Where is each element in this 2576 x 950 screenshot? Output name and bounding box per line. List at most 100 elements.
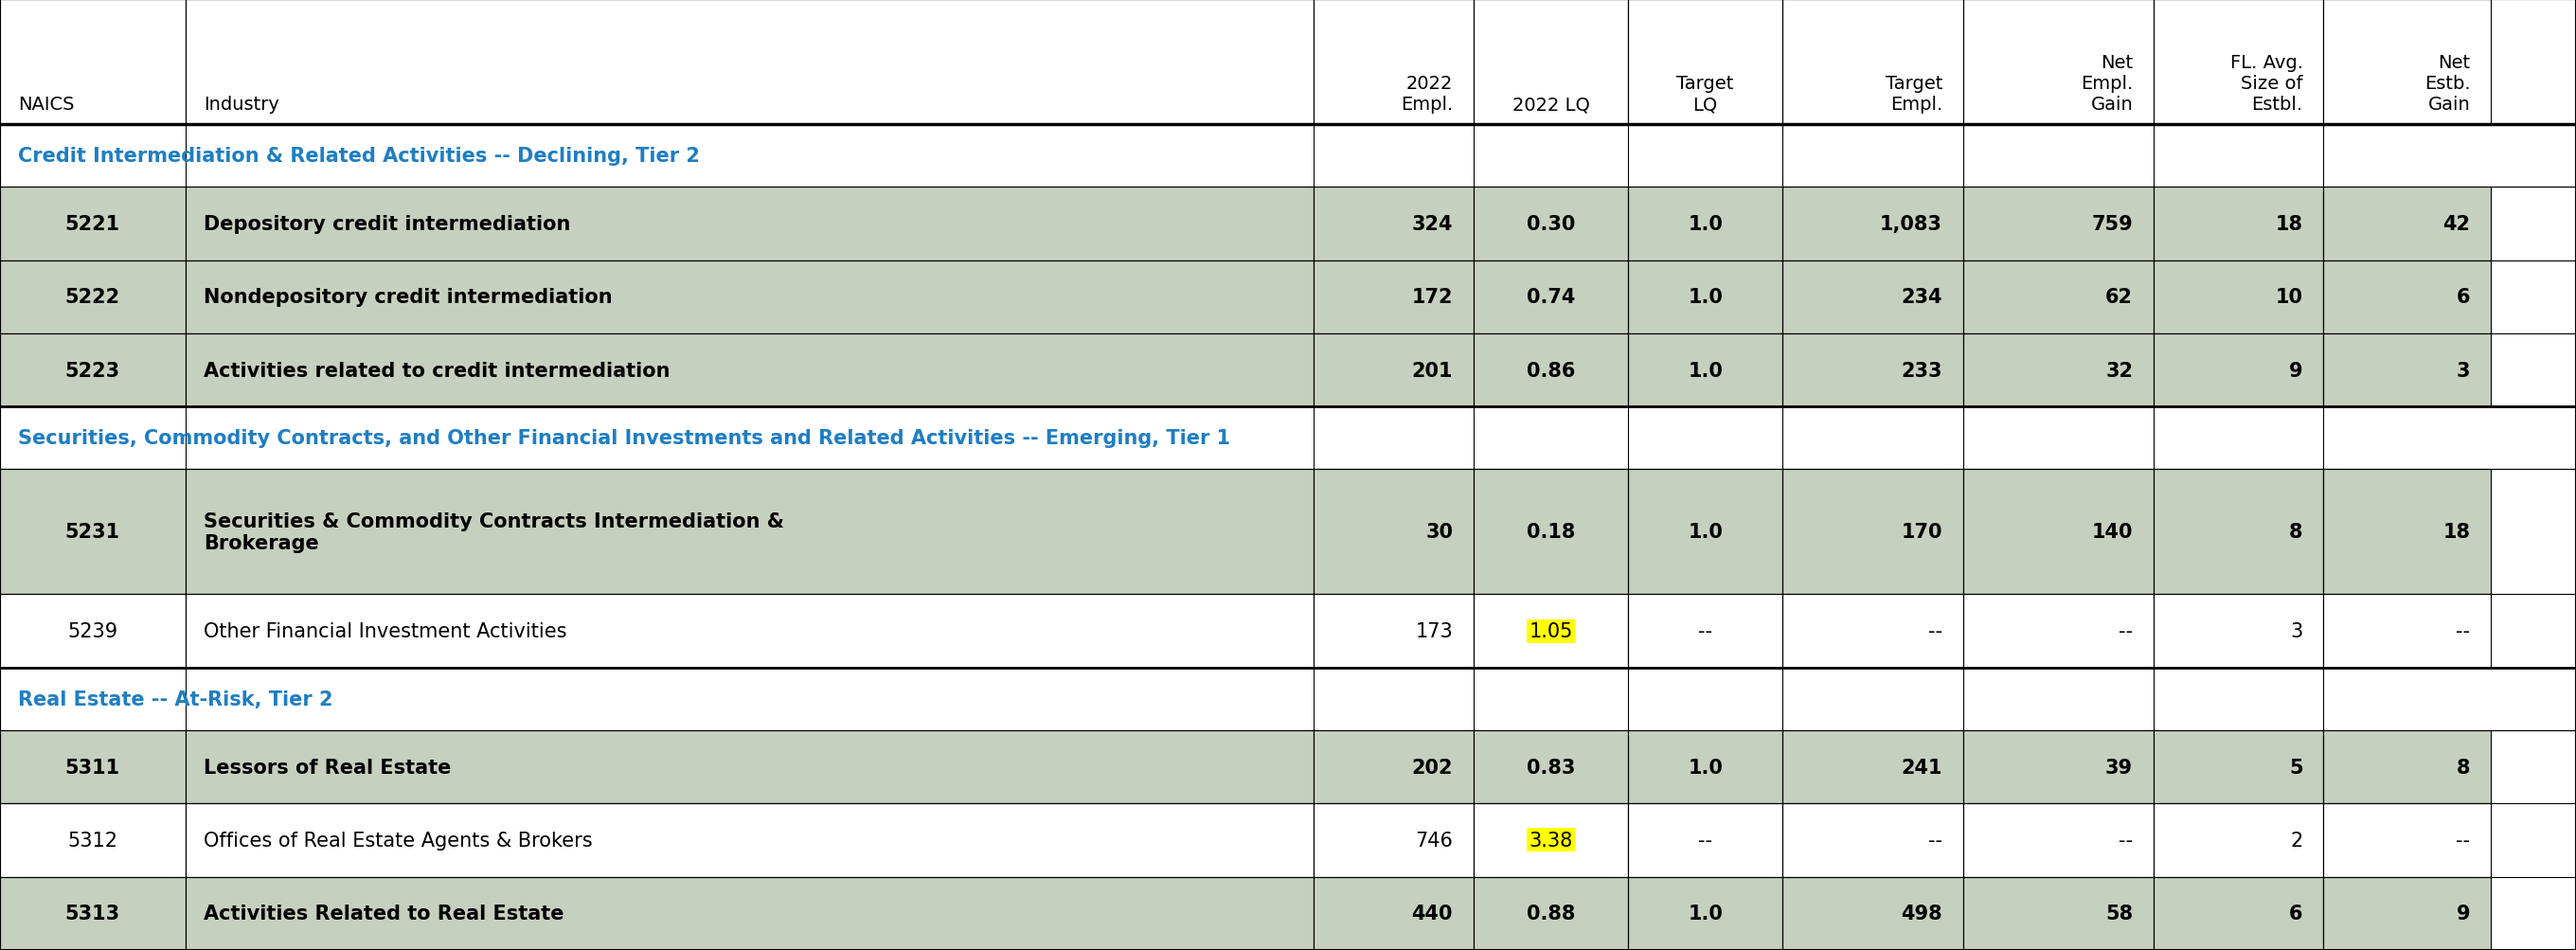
- Bar: [2154, 595, 2324, 668]
- Bar: [2154, 260, 2324, 334]
- Text: Securities, Commodity Contracts, and Other Financial Investments and Related Act: Securities, Commodity Contracts, and Oth…: [18, 429, 1231, 447]
- Bar: [1963, 187, 2154, 260]
- Bar: [0, 334, 185, 408]
- Bar: [2324, 731, 2491, 804]
- Bar: [0, 469, 185, 595]
- Text: 3: 3: [2290, 622, 2303, 640]
- Text: 746: 746: [1414, 830, 1453, 849]
- Bar: [0, 668, 2576, 731]
- Bar: [1628, 260, 1783, 334]
- Text: 18: 18: [2275, 215, 2303, 234]
- Text: --: --: [2455, 622, 2470, 640]
- Text: Activities Related to Real Estate: Activities Related to Real Estate: [204, 904, 564, 922]
- Text: 1,083: 1,083: [1880, 215, 1942, 234]
- Text: Target
Empl.: Target Empl.: [1886, 75, 1942, 114]
- Text: 58: 58: [2105, 904, 2133, 922]
- Bar: [1314, 0, 1473, 125]
- Text: 0.74: 0.74: [1528, 288, 1574, 307]
- Bar: [1783, 731, 1963, 804]
- Bar: [2154, 804, 2324, 877]
- Bar: [185, 334, 1314, 408]
- Text: --: --: [1927, 830, 1942, 849]
- Text: 170: 170: [1901, 523, 1942, 542]
- Bar: [0, 731, 185, 804]
- Text: 440: 440: [1412, 904, 1453, 922]
- Text: Credit Intermediation & Related Activities -- Declining, Tier 2: Credit Intermediation & Related Activiti…: [18, 147, 701, 165]
- Bar: [1314, 804, 1473, 877]
- Bar: [2324, 187, 2491, 260]
- Bar: [1628, 187, 1783, 260]
- Text: 498: 498: [1901, 904, 1942, 922]
- Text: 5223: 5223: [64, 361, 121, 380]
- Bar: [185, 804, 1314, 877]
- Bar: [2324, 469, 2491, 595]
- Text: 5313: 5313: [64, 904, 121, 922]
- Bar: [1963, 731, 2154, 804]
- Bar: [1473, 0, 1628, 125]
- Text: 172: 172: [1412, 288, 1453, 307]
- Bar: [0, 187, 185, 260]
- Text: 173: 173: [1414, 622, 1453, 640]
- Bar: [2154, 877, 2324, 950]
- Bar: [185, 877, 1314, 950]
- Text: 6: 6: [2290, 904, 2303, 922]
- Bar: [1783, 877, 1963, 950]
- Text: 62: 62: [2105, 288, 2133, 307]
- Bar: [1473, 334, 1628, 408]
- Bar: [1783, 334, 1963, 408]
- Bar: [1628, 804, 1783, 877]
- Text: Offices of Real Estate Agents & Brokers: Offices of Real Estate Agents & Brokers: [204, 830, 592, 849]
- Bar: [185, 187, 1314, 260]
- Text: 39: 39: [2105, 757, 2133, 776]
- Text: 2022
Empl.: 2022 Empl.: [1401, 75, 1453, 114]
- Text: 0.88: 0.88: [1528, 904, 1574, 922]
- Text: 30: 30: [1425, 523, 1453, 542]
- Text: 1.0: 1.0: [1687, 361, 1723, 380]
- Bar: [2154, 0, 2324, 125]
- Text: 18: 18: [2442, 523, 2470, 542]
- Bar: [1473, 877, 1628, 950]
- Bar: [1314, 595, 1473, 668]
- Text: 233: 233: [1901, 361, 1942, 380]
- Text: --: --: [1698, 622, 1713, 640]
- Bar: [185, 0, 1314, 125]
- Text: 2022 LQ: 2022 LQ: [1512, 96, 1589, 114]
- Bar: [1628, 877, 1783, 950]
- Bar: [185, 731, 1314, 804]
- Bar: [2324, 877, 2491, 950]
- Text: 140: 140: [2092, 523, 2133, 542]
- Text: 0.18: 0.18: [1528, 523, 1574, 542]
- Text: 324: 324: [1412, 215, 1453, 234]
- Text: 1.0: 1.0: [1687, 215, 1723, 234]
- Bar: [1473, 469, 1628, 595]
- Bar: [2154, 187, 2324, 260]
- Text: 5222: 5222: [64, 288, 121, 307]
- Text: 8: 8: [2290, 523, 2303, 542]
- Bar: [1783, 0, 1963, 125]
- Bar: [185, 469, 1314, 595]
- Bar: [185, 595, 1314, 668]
- Bar: [1473, 260, 1628, 334]
- Bar: [2324, 804, 2491, 877]
- Bar: [1963, 804, 2154, 877]
- Text: 5239: 5239: [67, 622, 118, 640]
- Bar: [185, 260, 1314, 334]
- Bar: [1963, 469, 2154, 595]
- Text: 234: 234: [1901, 288, 1942, 307]
- Bar: [2324, 0, 2491, 125]
- Text: Securities & Commodity Contracts Intermediation &
Brokerage: Securities & Commodity Contracts Interme…: [204, 512, 783, 553]
- Text: 5231: 5231: [64, 523, 121, 542]
- Text: 202: 202: [1412, 757, 1453, 776]
- Text: NAICS: NAICS: [18, 96, 75, 114]
- Text: 0.30: 0.30: [1528, 215, 1574, 234]
- Text: FL. Avg.
Size of
Estbl.: FL. Avg. Size of Estbl.: [2231, 54, 2303, 114]
- Bar: [1314, 731, 1473, 804]
- Bar: [1314, 877, 1473, 950]
- Bar: [0, 125, 2576, 187]
- Bar: [2154, 731, 2324, 804]
- Bar: [1963, 334, 2154, 408]
- Bar: [1628, 0, 1783, 125]
- Text: 241: 241: [1901, 757, 1942, 776]
- Text: 32: 32: [2105, 361, 2133, 380]
- Bar: [1963, 877, 2154, 950]
